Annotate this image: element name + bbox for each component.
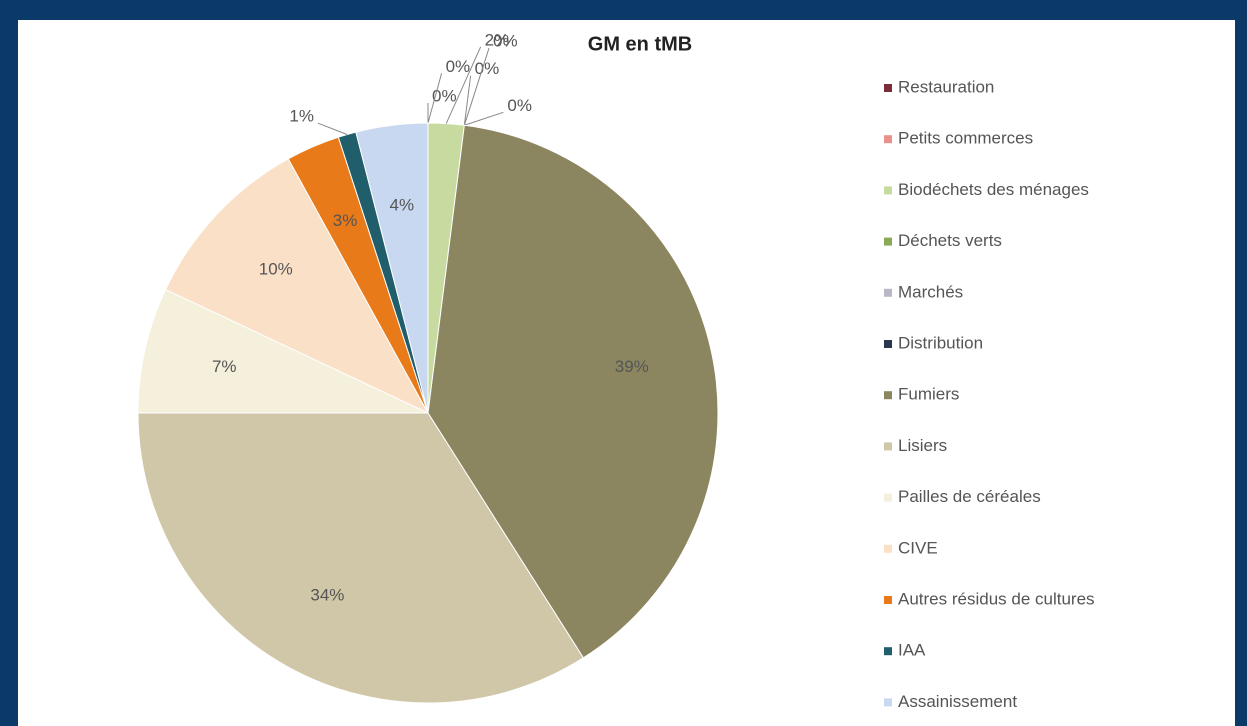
data-label: 1% bbox=[289, 107, 314, 126]
pie-slice bbox=[137, 288, 429, 414]
pie-slice bbox=[427, 124, 719, 659]
legend-swatch bbox=[884, 84, 892, 92]
legend-label: Biodéchets des ménages bbox=[898, 180, 1089, 199]
legend-swatch bbox=[884, 596, 892, 604]
legend-label: Déchets verts bbox=[898, 231, 1002, 250]
legend-swatch bbox=[884, 288, 892, 297]
legend-swatch bbox=[884, 647, 892, 656]
legend-label: Pailles de céréales bbox=[898, 487, 1041, 506]
legend-label: Fumiers bbox=[898, 385, 959, 404]
legend-label: Autres résidus de cultures bbox=[898, 589, 1095, 608]
data-label: 0% bbox=[507, 96, 532, 115]
legend-label: Marchés bbox=[898, 282, 963, 301]
data-label: 2% bbox=[485, 30, 510, 49]
pie-slice bbox=[164, 158, 430, 415]
legend-label: CIVE bbox=[898, 538, 938, 557]
legend-swatch bbox=[884, 698, 892, 707]
legend-swatch bbox=[884, 237, 892, 246]
data-label: 0% bbox=[432, 86, 457, 105]
leader-line bbox=[427, 73, 443, 124]
legend-swatch bbox=[884, 544, 892, 553]
data-label: 10% bbox=[259, 260, 293, 279]
legend-label: Restauration bbox=[898, 77, 994, 96]
legend-label: Distribution bbox=[898, 333, 983, 352]
legend-label: Petits commerces bbox=[898, 129, 1033, 148]
legend-label: Lisiers bbox=[898, 436, 947, 455]
data-label: 4% bbox=[390, 195, 415, 214]
pie-slice bbox=[355, 122, 429, 414]
leader-line bbox=[463, 47, 490, 126]
legend-label: Assainissement bbox=[898, 692, 1017, 711]
data-label: 3% bbox=[333, 211, 358, 230]
data-label: 0% bbox=[446, 57, 471, 76]
legend-swatch bbox=[884, 340, 892, 348]
leader-line bbox=[464, 111, 504, 126]
legend-swatch bbox=[884, 391, 892, 400]
leader-line bbox=[445, 46, 482, 124]
data-label: 7% bbox=[212, 357, 237, 376]
leader-line bbox=[463, 75, 472, 126]
data-label: 0% bbox=[475, 59, 500, 78]
pie-slice bbox=[137, 412, 585, 704]
chart-title: GM en tMB bbox=[588, 33, 692, 55]
legend-swatch bbox=[884, 186, 892, 195]
data-label: 34% bbox=[310, 585, 344, 604]
legend-swatch bbox=[884, 135, 892, 144]
legend-swatch bbox=[884, 493, 892, 502]
data-label: 0% bbox=[493, 32, 518, 51]
data-label: 39% bbox=[615, 357, 649, 376]
leader-line bbox=[317, 122, 348, 135]
legend-label: IAA bbox=[898, 641, 926, 660]
legend-swatch bbox=[884, 442, 892, 451]
